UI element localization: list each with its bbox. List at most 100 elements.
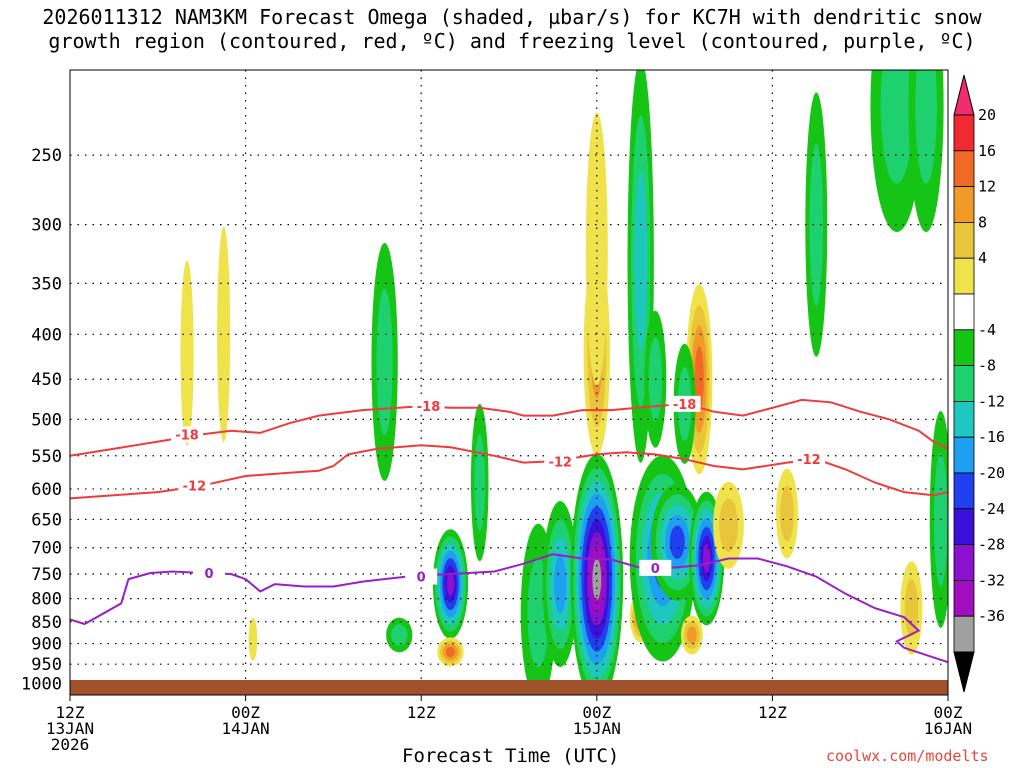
colorbar-swatch: [953, 293, 975, 331]
omega-cell: [904, 579, 919, 637]
contour-label: -18: [673, 398, 697, 413]
contour-label: -18: [175, 428, 199, 443]
colorbar-label: 4: [978, 249, 987, 267]
chart-title-line1: 2026011312 NAM3KM Forecast Omega (shaded…: [42, 5, 982, 29]
colorbar-label: 16: [978, 142, 996, 160]
chart-title-line2: growth region (contoured, red, ºC) and f…: [48, 29, 976, 53]
omega-cell: [669, 525, 685, 559]
contour-label-bg: [639, 559, 672, 576]
omega-cell: [585, 112, 608, 386]
y-tick-label: 650: [31, 510, 62, 530]
colorbar-swatch: [953, 400, 975, 438]
contour-label: 0: [204, 567, 213, 582]
contour-label: -12: [548, 455, 572, 470]
colorbar-swatch: [953, 580, 975, 617]
colorbar-label: 12: [978, 178, 996, 196]
colorbar-label: -28: [978, 536, 1005, 554]
contour-label: -12: [183, 480, 207, 495]
contour-label-bg: [544, 453, 577, 470]
y-tick-label: 400: [31, 325, 62, 345]
y-tick-label: 300: [31, 216, 62, 236]
colorbar-swatch: [953, 329, 975, 366]
omega-cell: [554, 555, 567, 613]
x-tick-label: 2026: [51, 735, 90, 754]
colorbar-label: -20: [978, 464, 1005, 482]
x-tick-label: 00Z: [582, 703, 611, 722]
x-tick-label: 12Z: [56, 703, 85, 722]
contour-line: [70, 553, 948, 664]
contour-line: [70, 444, 948, 500]
omega-cell: [474, 434, 486, 531]
omega-cell: [702, 544, 711, 573]
x-tick-label: 16JAN: [924, 719, 972, 738]
omega-cell: [809, 143, 824, 306]
colorbar-swatch: [953, 436, 975, 474]
omega-cell: [694, 346, 704, 413]
contour-label: -18: [417, 400, 441, 415]
colorbar-label: 20: [978, 106, 996, 124]
y-tick-label: 550: [31, 447, 62, 467]
x-axis-label: Forecast Time (UTC): [402, 745, 620, 767]
contour-label: 0: [651, 562, 660, 577]
plot-area: [70, 70, 948, 695]
omega-cell: [180, 260, 194, 446]
omega-cell: [391, 624, 408, 646]
omega-cell: [446, 572, 455, 596]
omega-cell: [915, 70, 937, 184]
contour-line: [70, 398, 948, 457]
contour-label-bg: [668, 395, 701, 412]
x-tick-label: 12Z: [407, 703, 436, 722]
contour-label: 0: [417, 571, 426, 586]
contour-label: -12: [797, 453, 821, 468]
y-tick-label: 700: [31, 539, 62, 559]
y-tick-label: 750: [31, 565, 62, 585]
y-tick-label: 800: [31, 590, 62, 610]
colorbar-swatch: [953, 257, 975, 295]
x-tick-label: 00Z: [231, 703, 260, 722]
colorbar-label: -32: [978, 571, 1005, 589]
colorbar-label: -12: [978, 392, 1005, 410]
colorbar-swatch: [953, 114, 975, 152]
y-tick-label: 350: [31, 274, 62, 294]
contour-label-bg: [792, 451, 825, 468]
contour-label-bg: [412, 398, 445, 415]
colorbar-swatch: [953, 508, 975, 545]
credit-text: coolwx.com/modelts: [826, 747, 989, 765]
colorbar-label: -16: [978, 428, 1005, 446]
colorbar-swatch: [953, 150, 975, 188]
colorbar-label: 8: [978, 213, 987, 231]
colorbar-label: -36: [978, 607, 1005, 625]
omega-cell: [592, 558, 602, 600]
x-tick-label: 15JAN: [573, 719, 621, 738]
colorbar-swatch: [953, 221, 975, 259]
terrain-ground-band: [70, 680, 948, 695]
y-tick-label: 250: [31, 146, 62, 166]
y-tick-label: 450: [31, 370, 62, 390]
colorbar-swatch: [953, 365, 975, 402]
colorbar-top-triangle: [953, 74, 975, 116]
contour-label-bg: [405, 568, 438, 585]
colorbar-bottom-triangle: [953, 651, 975, 693]
colorbar-label: -4: [978, 321, 996, 339]
contour-label-bg: [171, 426, 204, 443]
y-tick-label: 850: [31, 613, 62, 633]
x-tick-label: 12Z: [758, 703, 787, 722]
omega-cell: [376, 288, 393, 436]
y-tick-label: 900: [31, 635, 62, 655]
y-tick-label: 500: [31, 410, 62, 430]
colorbar-swatch: [953, 615, 975, 653]
omega-cell: [687, 626, 697, 644]
x-tick-label: 14JAN: [222, 719, 270, 738]
colorbar-swatch: [953, 186, 975, 223]
y-tick-label: 950: [31, 655, 62, 675]
omega-cell: [217, 226, 231, 442]
contour-label-bg: [193, 565, 226, 582]
omega-cell: [445, 646, 456, 657]
x-tick-label: 13JAN: [46, 719, 94, 738]
omega-cell: [719, 498, 738, 553]
plot-border: [69, 69, 949, 696]
contour-label-bg: [178, 477, 211, 494]
omega-cell: [248, 617, 258, 661]
y-tick-label: 600: [31, 480, 62, 500]
